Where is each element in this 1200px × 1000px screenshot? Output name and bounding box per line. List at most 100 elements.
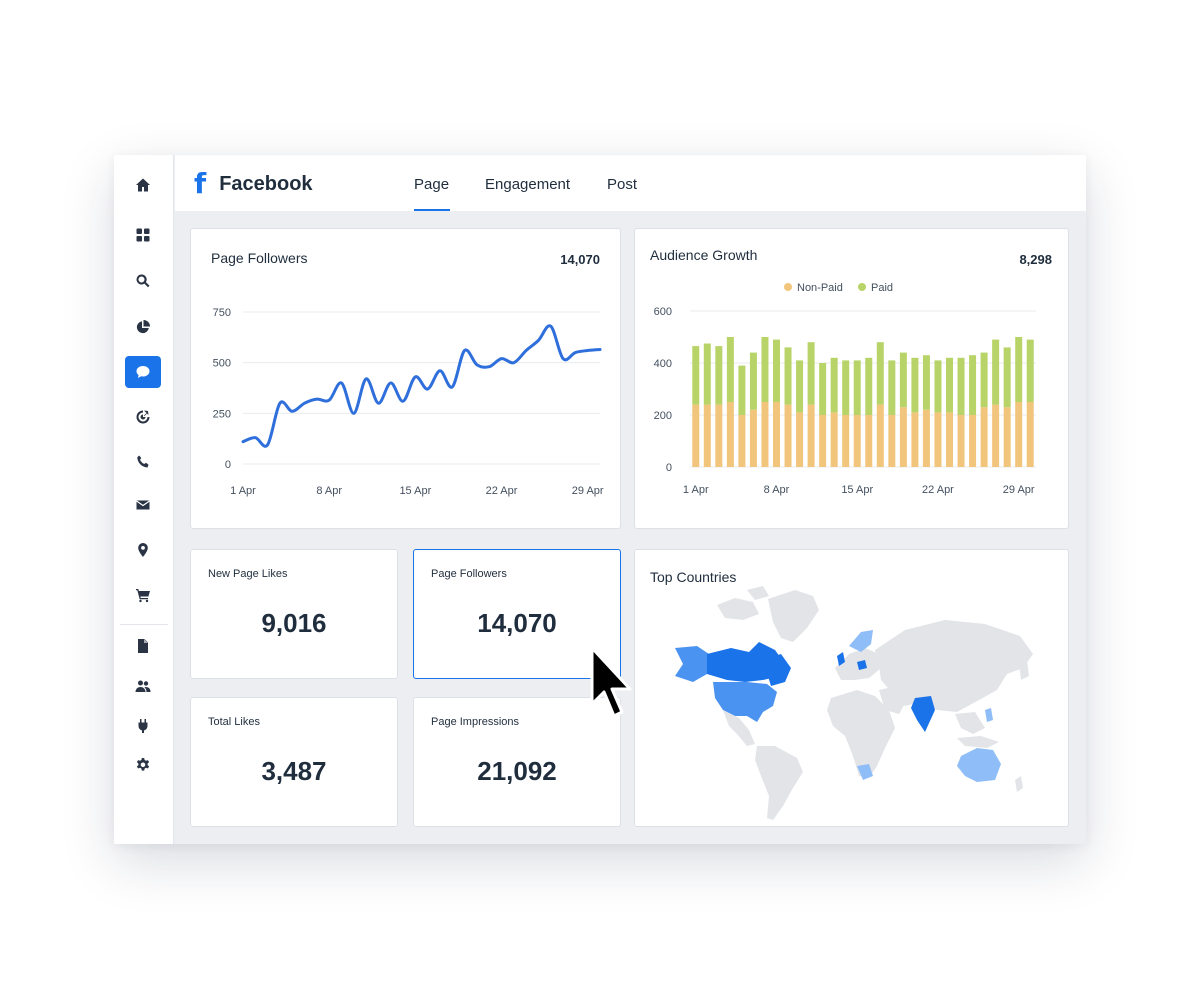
bar-non-paid <box>773 402 780 467</box>
followers-line <box>241 324 602 448</box>
bar-non-paid <box>992 404 1000 467</box>
plug-icon[interactable] <box>125 710 161 742</box>
sidebar-divider <box>120 624 168 625</box>
y-tick-label: 400 <box>654 358 672 370</box>
bar-non-paid <box>715 404 723 467</box>
page-followers-line-chart: 0 250 500 750 1 Apr 8 Apr 15 Apr 22 Apr 29 Apr <box>213 307 604 497</box>
active-tab-indicator <box>414 209 450 211</box>
audience-growth-chart-card: Audience Growth 8,298 0 200 400 600 Non-Paid… <box>634 228 1069 529</box>
page-followers-chart-card: Page Followers 14,070 0 250 500 750 1 Apr 8 A… <box>190 228 621 529</box>
bar-non-paid <box>888 415 896 467</box>
mouse-cursor-icon <box>590 646 632 718</box>
metric-card-new-page-likes[interactable]: New Page Likes 9,016 <box>190 549 398 679</box>
y-tick-label: 500 <box>213 358 231 370</box>
map-alaska <box>675 646 709 682</box>
x-tick-label: 8 Apr <box>764 484 790 496</box>
x-tick-label: 29 Apr <box>572 485 604 497</box>
bar-paid <box>761 337 769 402</box>
search-icon[interactable] <box>125 265 161 297</box>
bar-paid <box>738 365 746 415</box>
map-australia <box>957 748 1001 782</box>
map-arctic-islands <box>717 598 759 620</box>
bar-paid <box>842 360 850 415</box>
map-asia <box>875 620 1033 712</box>
mail-icon[interactable] <box>125 489 161 521</box>
map-germany <box>857 660 867 670</box>
bar-paid <box>888 360 896 415</box>
metric-label: Total Likes <box>208 716 260 728</box>
tab-post[interactable]: Post <box>607 176 638 193</box>
bar-paid <box>853 360 861 415</box>
bar-paid <box>1015 337 1023 402</box>
map-africa <box>827 690 895 778</box>
audience-growth-bar-chart: 0 200 400 600 Non-Paid Paid 1 Apr 8 Apr 15 Apr 22… <box>654 282 1036 496</box>
bar-paid <box>1026 339 1034 402</box>
metric-card-page-impressions[interactable]: Page Impressions 21,092 <box>413 697 621 827</box>
bar-non-paid <box>865 415 873 467</box>
bar-non-paid <box>980 407 988 467</box>
document-icon[interactable] <box>125 630 161 662</box>
metric-label: New Page Likes <box>208 568 288 580</box>
x-tick-label: 15 Apr <box>399 485 431 497</box>
map-canada <box>707 642 785 682</box>
map-uk <box>837 652 845 666</box>
x-tick-label: 22 Apr <box>922 484 954 496</box>
brand: f Facebook <box>194 170 313 198</box>
bar-paid <box>807 342 815 405</box>
bar-paid <box>876 342 884 405</box>
bar-paid <box>969 355 977 415</box>
x-tick-label: 1 Apr <box>683 484 709 496</box>
bar-non-paid <box>784 404 792 467</box>
dashboard-window: f Facebook Page Engagement Post Page Fol… <box>114 155 1086 844</box>
map-middle-east <box>879 686 907 714</box>
bar-paid <box>749 352 757 410</box>
metric-card-page-followers[interactable]: Page Followers 14,070 <box>413 549 621 679</box>
bar-paid <box>934 360 942 413</box>
metric-label: Page Impressions <box>431 716 520 728</box>
cart-icon[interactable] <box>125 579 161 611</box>
metric-card-total-likes[interactable]: Total Likes 3,487 <box>190 697 398 827</box>
x-tick-label: 8 Apr <box>316 485 342 497</box>
map-scandinavia <box>849 630 873 652</box>
map-south-africa <box>857 764 873 780</box>
bar-non-paid <box>1003 407 1011 467</box>
card-title: Audience Growth <box>650 247 758 263</box>
home-icon[interactable] <box>125 169 161 201</box>
bar-non-paid <box>738 415 746 467</box>
tab-engagement[interactable]: Engagement <box>485 176 571 193</box>
card-title: Top Countries <box>650 569 737 585</box>
x-tick-label: 15 Apr <box>841 484 873 496</box>
target-icon[interactable] <box>125 401 161 433</box>
location-pin-icon[interactable] <box>125 534 161 566</box>
pie-chart-icon[interactable] <box>125 311 161 343</box>
bar-non-paid <box>946 412 953 467</box>
dashboard-grid-icon[interactable] <box>125 219 161 251</box>
bar-non-paid <box>934 412 942 467</box>
tab-page[interactable]: Page <box>414 176 450 193</box>
bar-paid <box>899 352 907 408</box>
users-icon[interactable] <box>125 670 161 702</box>
world-map <box>675 586 1033 820</box>
y-tick-label: 250 <box>213 408 231 420</box>
x-tick-label: 29 Apr <box>1003 484 1035 496</box>
bar-non-paid <box>1015 402 1023 467</box>
bar-paid <box>819 363 827 415</box>
bar-paid <box>992 339 1000 405</box>
phone-icon[interactable] <box>125 446 161 478</box>
bar-paid <box>1003 347 1011 408</box>
bar-non-paid <box>807 404 815 467</box>
bar-non-paid <box>692 404 700 467</box>
bar-non-paid <box>853 415 861 467</box>
bar-paid <box>957 357 965 415</box>
bar-non-paid <box>969 415 977 467</box>
bar-non-paid <box>842 415 850 467</box>
gear-icon[interactable] <box>125 749 161 781</box>
y-tick-label: 0 <box>225 459 231 471</box>
map-greenland <box>768 590 819 642</box>
x-tick-label: 1 Apr <box>230 485 256 497</box>
bar-non-paid <box>726 402 734 467</box>
bar-paid <box>784 347 792 405</box>
bar-non-paid <box>819 415 827 467</box>
chat-bubble-icon[interactable] <box>125 356 161 388</box>
bar-non-paid <box>911 412 919 467</box>
